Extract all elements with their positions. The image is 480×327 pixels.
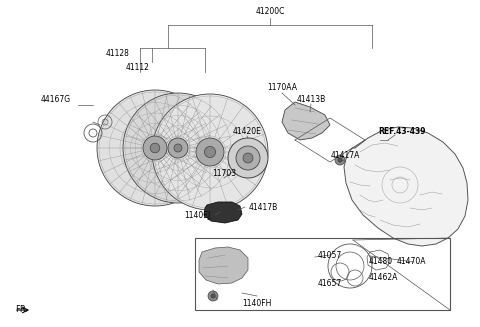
Text: FR.: FR. [15,305,29,315]
Circle shape [338,158,342,162]
Text: 1170AA: 1170AA [267,83,297,93]
Text: 44167G: 44167G [41,95,71,104]
Text: 41417A: 41417A [330,151,360,161]
Circle shape [97,90,213,206]
Circle shape [335,155,345,165]
Circle shape [152,94,268,210]
Polygon shape [282,102,330,140]
Circle shape [150,143,160,153]
Circle shape [168,138,188,158]
Text: 41417B: 41417B [248,202,277,212]
Text: 41462A: 41462A [368,272,398,282]
Text: 41057: 41057 [318,250,342,260]
Circle shape [243,153,253,163]
Circle shape [174,144,182,152]
Polygon shape [344,127,468,246]
Circle shape [143,136,167,160]
Text: REF.43-439: REF.43-439 [378,128,426,136]
Text: 1140FH: 1140FH [242,299,272,307]
Text: 41128: 41128 [106,48,130,58]
Circle shape [204,146,216,158]
Circle shape [196,138,224,166]
Text: 41480: 41480 [369,257,393,267]
Circle shape [123,93,233,203]
Text: 41470A: 41470A [396,257,426,267]
Polygon shape [199,247,248,284]
Text: 41200C: 41200C [255,8,285,16]
Circle shape [228,138,268,178]
Text: 1140EJ: 1140EJ [184,211,210,219]
Circle shape [208,291,218,301]
Text: 11703: 11703 [212,168,236,178]
Text: 41657: 41657 [318,280,342,288]
Text: 41413B: 41413B [296,95,325,105]
Text: 41112: 41112 [126,63,150,73]
Circle shape [236,146,260,170]
Text: 41420E: 41420E [233,127,262,135]
Circle shape [211,294,215,298]
Polygon shape [204,202,242,223]
